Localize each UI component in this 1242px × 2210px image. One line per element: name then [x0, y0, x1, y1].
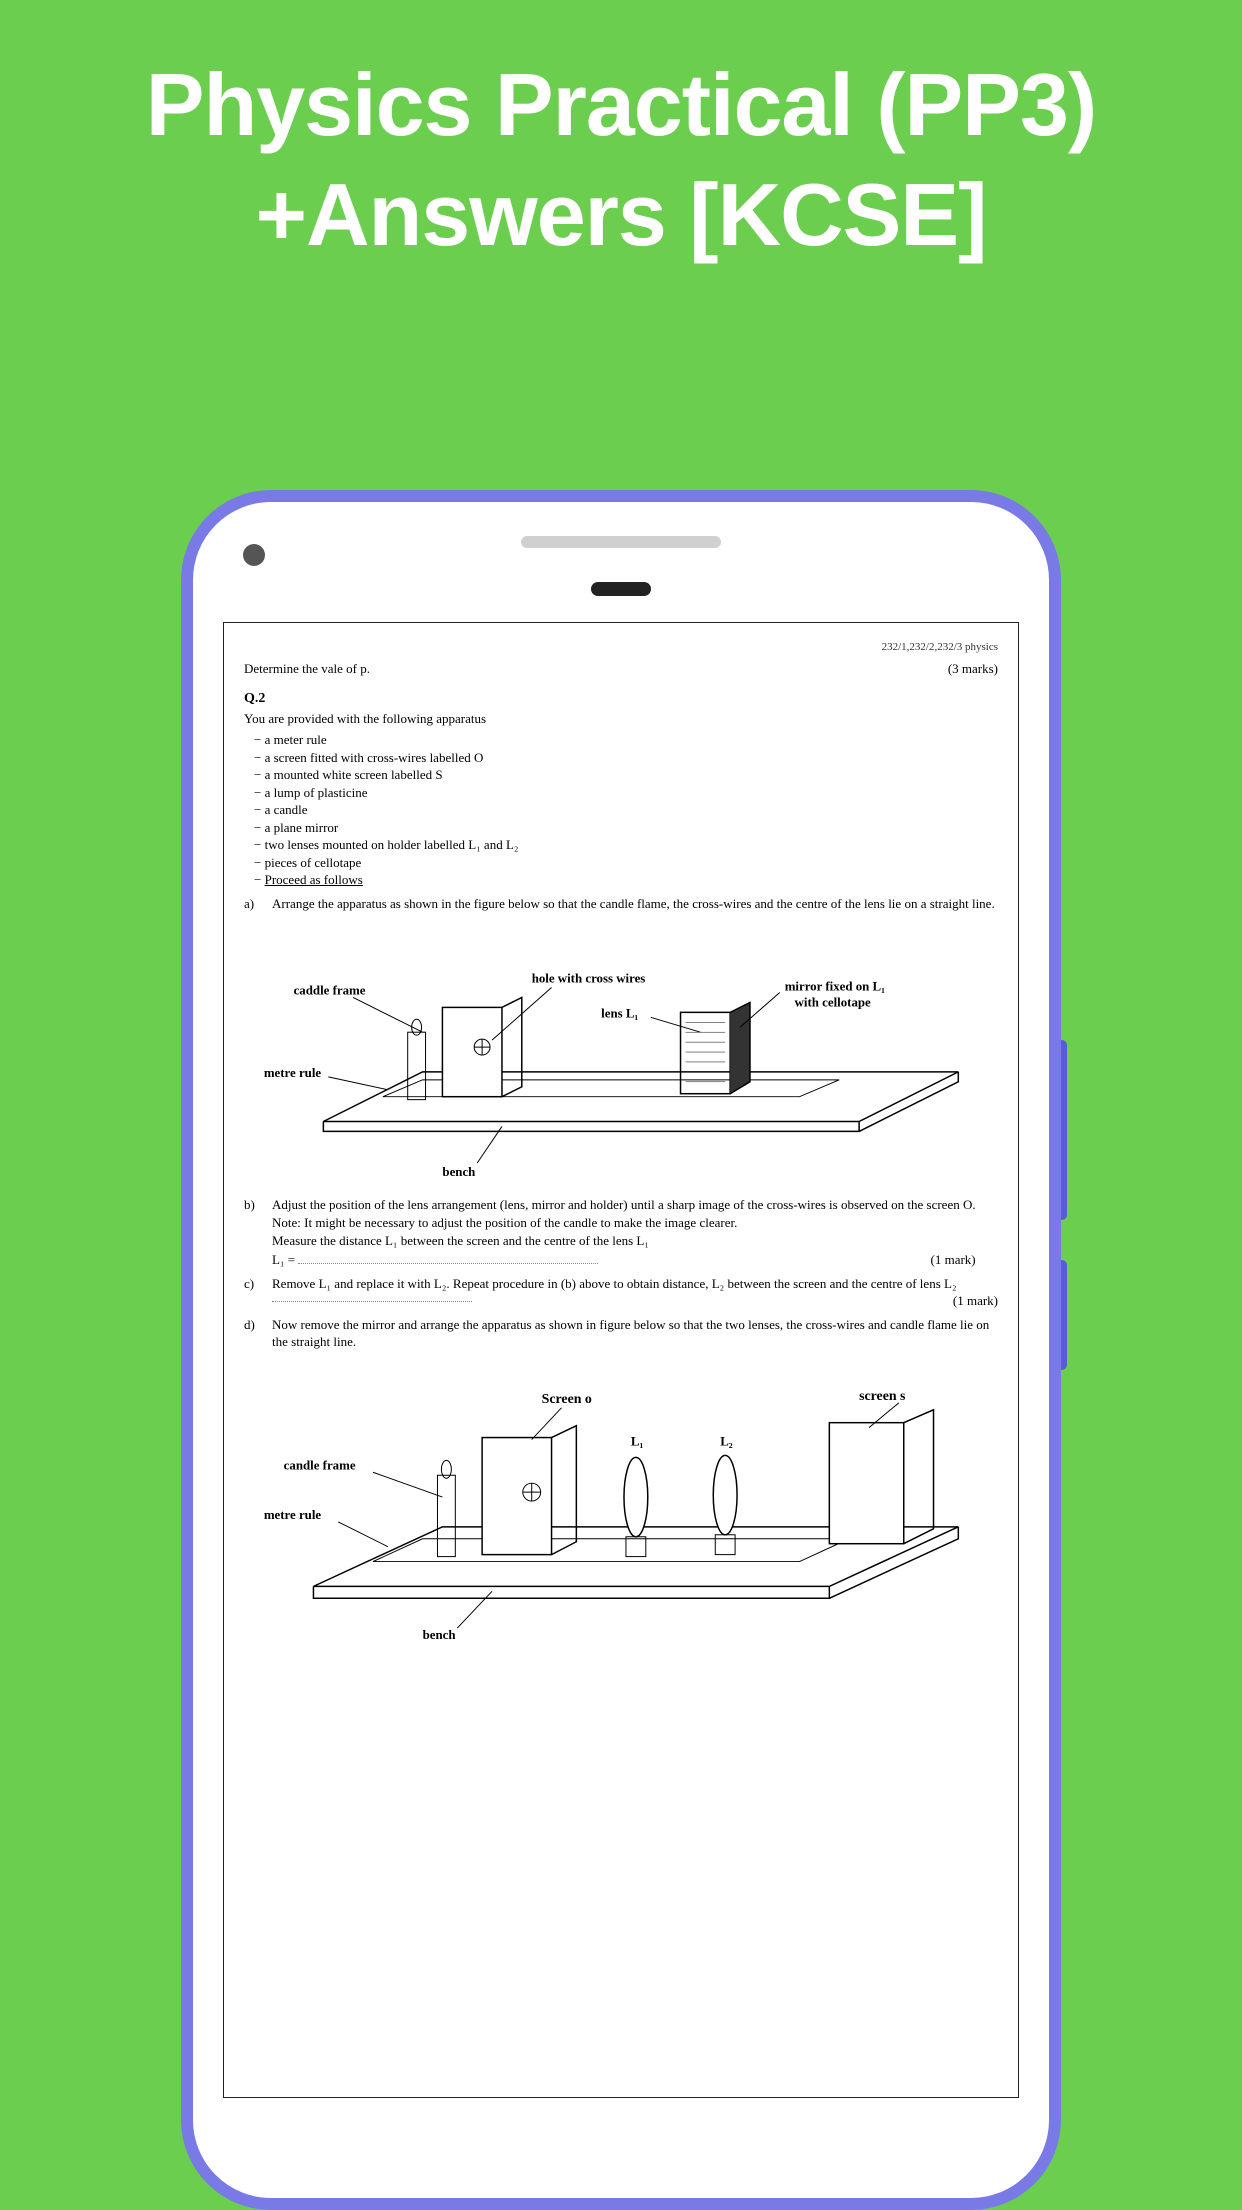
diagram2-rule-label: metre rule [264, 1508, 322, 1522]
determine-marks: (3 marks) [948, 661, 998, 677]
diagram2-candle-label: candle frame [284, 1458, 356, 1472]
document-page: 232/1,232/2,232/3 physics Determine the … [223, 622, 1019, 2098]
apparatus-item: two lenses mounted on holder labelled L₁… [254, 836, 998, 854]
promo-title-line1: Physics Practical (PP3) [20, 50, 1222, 160]
diagram2-screen-o-label: Screen o [542, 1392, 592, 1407]
apparatus-item: a lump of plasticine [254, 784, 998, 802]
promo-title-line2: +Answers [KCSE] [20, 160, 1222, 270]
instruction-label: d) [244, 1316, 262, 1351]
instruction-b-body: Adjust the position of the lens arrangem… [272, 1196, 976, 1268]
instruction-d-text: Now remove the mirror and arrange the ap… [272, 1316, 998, 1351]
diagram1-bench-label: bench [442, 1166, 475, 1180]
instruction-label: c) [244, 1275, 262, 1310]
diagram2-l2-label: L₂ [720, 1434, 733, 1448]
instruction-d: d) Now remove the mirror and arrange the… [244, 1316, 998, 1351]
diagram2-l1-label: L₁ [631, 1434, 644, 1448]
instruction-b-note: Note: It might be necessary to adjust th… [272, 1214, 976, 1232]
diagram2-bench-label: bench [423, 1628, 456, 1642]
phone-sensor-icon [591, 582, 651, 596]
phone-camera-icon [243, 544, 265, 566]
instruction-b-marks: (1 mark) [931, 1251, 976, 1269]
question-heading: Q.2 [244, 691, 998, 707]
diagram-1: caddle frame hole with cross wires lens … [244, 932, 998, 1182]
diagram-2: Screen o screen s candle frame metre rul… [244, 1367, 998, 1647]
instruction-b: b) Adjust the position of the lens arran… [244, 1196, 998, 1268]
instruction-c-marks: (1 mark) [953, 1292, 998, 1310]
apparatus-item: a plane mirror [254, 819, 998, 837]
determine-row: Determine the vale of p. (3 marks) [244, 661, 998, 677]
instruction-text: Arrange the apparatus as shown in the fi… [272, 895, 995, 913]
instruction-label: a) [244, 895, 262, 913]
question-intro: You are provided with the following appa… [244, 711, 998, 727]
fill-line [298, 1254, 598, 1264]
instruction-label: b) [244, 1196, 262, 1268]
svg-text:with cellotape: with cellotape [795, 996, 871, 1010]
apparatus-list: a meter rule a screen fitted with cross-… [254, 731, 998, 889]
instruction-a: a) Arrange the apparatus as shown in the… [244, 895, 998, 913]
apparatus-proceed: Proceed as follows [254, 871, 998, 889]
diagram1-hole-label: hole with cross wires [532, 972, 646, 986]
apparatus-item: pieces of cellotape [254, 854, 998, 872]
phone-top-bezel [193, 502, 1049, 622]
diagram1-rule-label: metre rule [264, 1066, 322, 1080]
phone-screen[interactable]: 232/1,232/2,232/3 physics Determine the … [223, 622, 1019, 2098]
promo-title: Physics Practical (PP3) +Answers [KCSE] [0, 0, 1242, 300]
fill-line [272, 1292, 472, 1302]
apparatus-item: a screen fitted with cross-wires labelle… [254, 749, 998, 767]
diagram2-screen-s-label: screen s [859, 1389, 906, 1404]
diagram1-lens-label: lens L₁ [601, 1007, 638, 1021]
apparatus-item: a meter rule [254, 731, 998, 749]
apparatus-item: a candle [254, 801, 998, 819]
instruction-c-text: Remove L₁ and replace it with L₂. Repeat… [272, 1275, 998, 1293]
phone-mockup: 232/1,232/2,232/3 physics Determine the … [181, 490, 1061, 2210]
instruction-b-fill-label: L₁ = [272, 1252, 298, 1267]
apparatus-item: a mounted white screen labelled S [254, 766, 998, 784]
phone-speaker-icon [521, 536, 721, 548]
instruction-b-measure: Measure the distance L₁ between the scre… [272, 1232, 976, 1250]
instruction-c: c) Remove L₁ and replace it with L₂. Rep… [244, 1275, 998, 1310]
diagram1-mirror-label: mirror fixed on L₁ [785, 980, 885, 994]
phone-frame: 232/1,232/2,232/3 physics Determine the … [181, 490, 1061, 2210]
doc-header-code: 232/1,232/2,232/3 physics [244, 641, 998, 653]
diagram1-candle-label: caddle frame [294, 984, 366, 998]
instruction-b-text: Adjust the position of the lens arrangem… [272, 1196, 976, 1214]
determine-text: Determine the vale of p. [244, 661, 370, 677]
